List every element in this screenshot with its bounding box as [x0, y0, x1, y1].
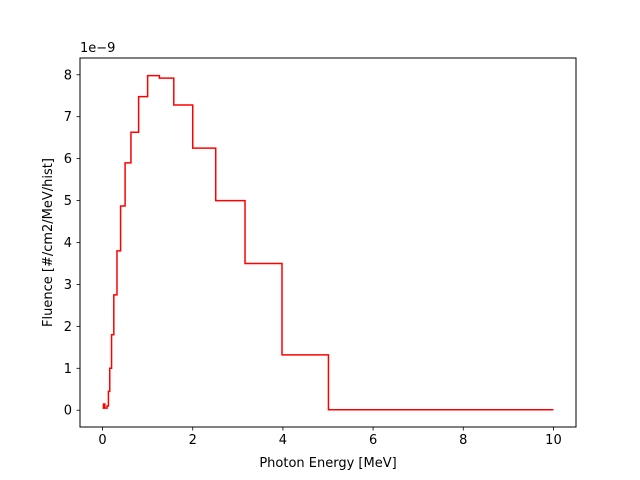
y-tick-label: 5 [64, 194, 72, 209]
y-axis-label: Fluence [#/cm2/MeV/hist] [41, 158, 56, 327]
x-tick-label: 8 [459, 433, 467, 448]
x-tick-label: 4 [279, 433, 287, 448]
x-tick-label: 2 [189, 433, 197, 448]
y-tick-label: 0 [64, 404, 72, 419]
plot-frame [79, 57, 577, 428]
y-tick-label: 1 [64, 362, 72, 377]
series-line [102, 74, 554, 411]
series-layer [102, 74, 554, 411]
y-tick-label: 4 [64, 236, 72, 251]
y-axis: 0 1 2 3 4 5 6 7 8 [64, 68, 80, 419]
x-axis-label: Photon Energy [MeV] [259, 456, 396, 471]
x-tick-label: 10 [545, 433, 562, 448]
y-tick-label: 6 [64, 152, 72, 167]
y-axis-offset-label: 1e−9 [80, 41, 115, 56]
x-tick-label: 0 [98, 433, 106, 448]
x-tick-label: 6 [369, 433, 377, 448]
y-tick-label: 8 [64, 68, 72, 83]
y-tick-label: 7 [64, 110, 72, 125]
y-tick-label: 2 [64, 320, 72, 335]
y-tick-label: 3 [64, 278, 72, 293]
x-axis: 0 2 4 6 8 10 [98, 427, 562, 448]
